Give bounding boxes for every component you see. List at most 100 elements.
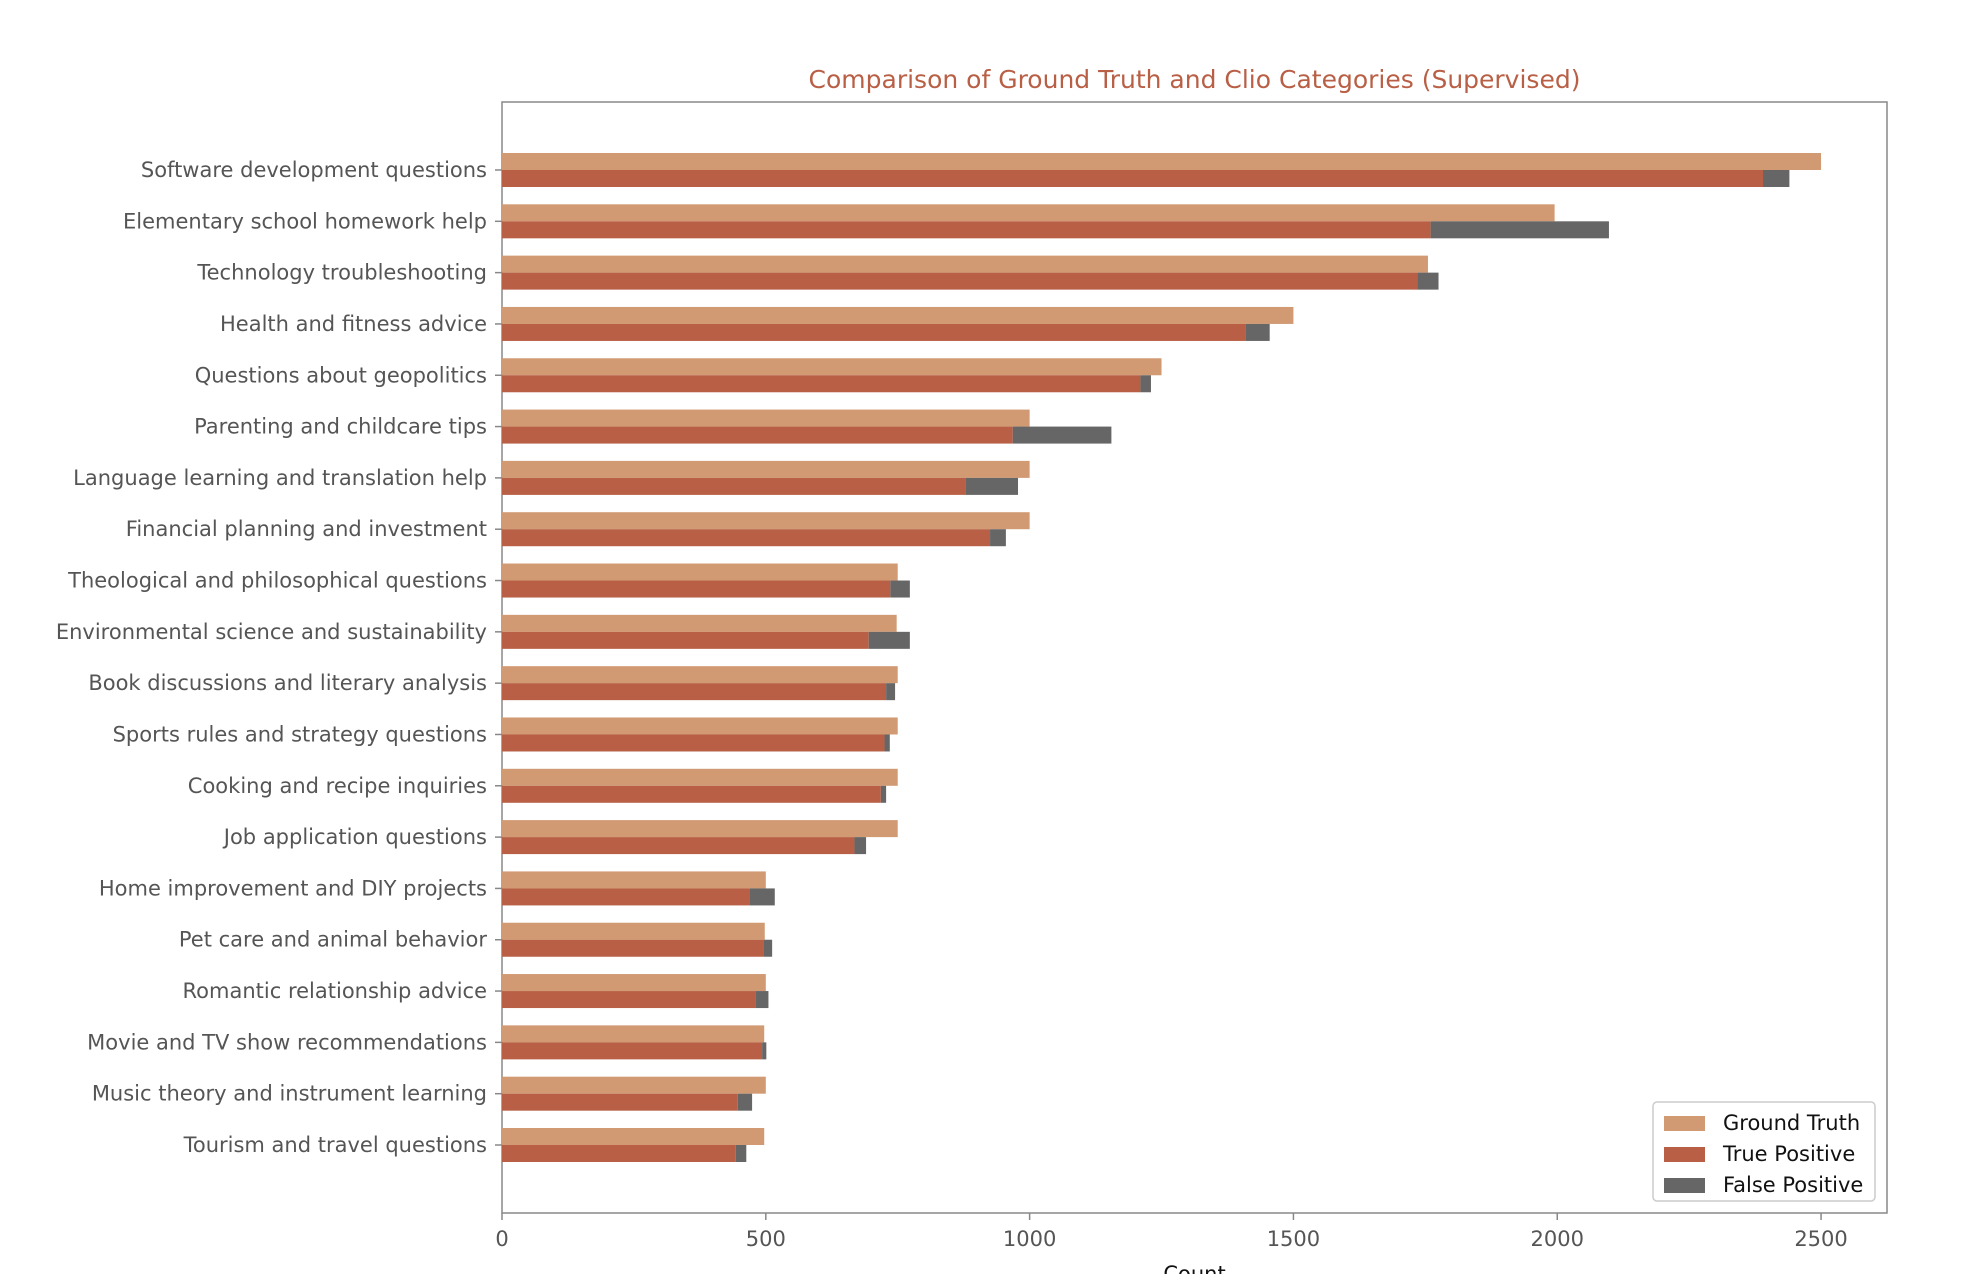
false-positive-bar <box>1763 170 1790 187</box>
true-positive-bar <box>502 221 1431 239</box>
y-tick-label: Financial planning and investment <box>126 517 487 541</box>
false-positive-bar <box>735 1145 747 1162</box>
ground-truth-bar <box>502 1128 765 1145</box>
ground-truth-bar <box>502 666 898 684</box>
true-positive-bar <box>502 375 1141 393</box>
false-positive-bar <box>890 580 910 598</box>
category-group <box>502 409 1112 444</box>
x-tick-label: 1500 <box>1267 1227 1320 1251</box>
category-group <box>502 306 1294 341</box>
category-group <box>502 717 898 752</box>
true-positive-bar <box>502 888 750 906</box>
category-group <box>502 1128 765 1162</box>
y-tick-label: Movie and TV show recommendations <box>87 1030 487 1054</box>
y-tick-label: Questions about geopolitics <box>195 363 487 387</box>
ground-truth-bar <box>502 614 897 632</box>
false-positive-bar <box>880 785 887 803</box>
y-tick-label: Cooking and recipe inquiries <box>188 774 487 798</box>
legend-label: False Positive <box>1723 1173 1863 1197</box>
ground-truth-bar <box>502 768 898 786</box>
plot-frame <box>501 101 1888 1214</box>
y-tick-label: Parenting and childcare tips <box>194 415 487 439</box>
false-positive-bar <box>965 477 1019 495</box>
bars <box>502 153 1822 1162</box>
false-positive-bar <box>755 991 769 1009</box>
x-tick-label: 2500 <box>1794 1227 1847 1251</box>
true-positive-bar <box>502 477 966 495</box>
x-axis-ticks: 0 500 1000 1500 2000 2500 <box>495 1213 1848 1251</box>
false-positive-bar <box>1140 375 1151 393</box>
true-positive-bar <box>502 529 991 547</box>
x-tick-label: 1000 <box>1003 1227 1056 1251</box>
false-positive-bar <box>763 939 773 957</box>
y-tick-label: Elementary school homework help <box>123 209 487 233</box>
false-positive-bar <box>990 529 1006 547</box>
y-tick-label: Environmental science and sustainability <box>56 620 487 644</box>
category-group <box>502 460 1030 495</box>
false-positive-bar <box>762 1042 767 1060</box>
ground-truth-bar <box>502 871 766 889</box>
category-group <box>502 512 1030 547</box>
ground-truth-bar <box>502 922 765 940</box>
y-tick-label: Software development questions <box>141 158 487 182</box>
false-positive-bar <box>884 734 890 752</box>
true-positive-bar <box>502 734 885 752</box>
ground-truth-bar <box>502 563 898 581</box>
category-group <box>502 358 1162 393</box>
false-positive-bar <box>1012 426 1112 444</box>
y-tick-label: Home improvement and DIY projects <box>99 876 487 900</box>
legend-label: Ground Truth <box>1723 1111 1860 1135</box>
x-tick-label: 2000 <box>1531 1227 1584 1251</box>
axes <box>501 101 1888 1214</box>
false-positive-bar <box>749 888 775 906</box>
true-positive-bar <box>502 785 881 803</box>
category-group <box>502 768 898 803</box>
ground-truth-bar <box>502 820 898 838</box>
ground-truth-bar <box>502 717 898 735</box>
ground-truth-bar <box>502 974 766 992</box>
legend-swatch <box>1664 1147 1705 1162</box>
ground-truth-bar <box>502 512 1030 530</box>
ground-truth-bar <box>502 1025 765 1043</box>
false-positive-bar <box>737 1093 753 1111</box>
category-group <box>502 974 769 1009</box>
true-positive-bar <box>502 580 891 598</box>
legend-swatch <box>1664 1116 1705 1131</box>
category-group <box>502 614 910 649</box>
ground-truth-bar <box>502 409 1030 427</box>
false-positive-bar <box>854 837 867 855</box>
category-group <box>502 871 775 906</box>
true-positive-bar <box>502 426 1013 444</box>
category-group <box>502 255 1439 290</box>
y-axis-ticks: Software development questions Elementary… <box>56 158 502 1157</box>
ground-truth-bar <box>502 358 1162 376</box>
legend-box <box>1652 1101 1876 1202</box>
category-group <box>502 204 1609 239</box>
y-tick-label: Technology troubleshooting <box>196 261 487 285</box>
false-positive-bar <box>1245 323 1270 341</box>
true-positive-bar <box>502 631 869 649</box>
x-tick-label: 500 <box>746 1227 786 1251</box>
ground-truth-bar <box>502 306 1294 324</box>
x-axis-label: Count <box>1163 1262 1225 1274</box>
x-tick-label: 0 <box>495 1227 508 1251</box>
y-tick-label: Health and fitness advice <box>220 312 487 336</box>
y-tick-label: Theological and philosophical questions <box>67 569 487 593</box>
chart-title: Comparison of Ground Truth and Clio Cate… <box>809 65 1581 94</box>
true-positive-bar <box>502 272 1418 290</box>
category-group <box>502 563 910 598</box>
y-tick-label: Music theory and instrument learning <box>92 1082 487 1106</box>
category-group <box>502 1025 767 1060</box>
y-tick-label: Job application questions <box>222 825 487 849</box>
y-tick-label: Language learning and translation help <box>73 466 487 490</box>
category-group <box>502 820 898 855</box>
true-positive-bar <box>502 683 887 701</box>
legend-swatch <box>1664 1178 1705 1193</box>
y-tick-label: Sports rules and strategy questions <box>113 722 487 746</box>
category-group <box>502 922 773 957</box>
ground-truth-bar <box>502 153 1822 170</box>
legend: Ground Truth True Positive False Positive <box>1652 1101 1876 1202</box>
true-positive-bar <box>502 1145 736 1162</box>
legend-label: True Positive <box>1722 1142 1855 1166</box>
